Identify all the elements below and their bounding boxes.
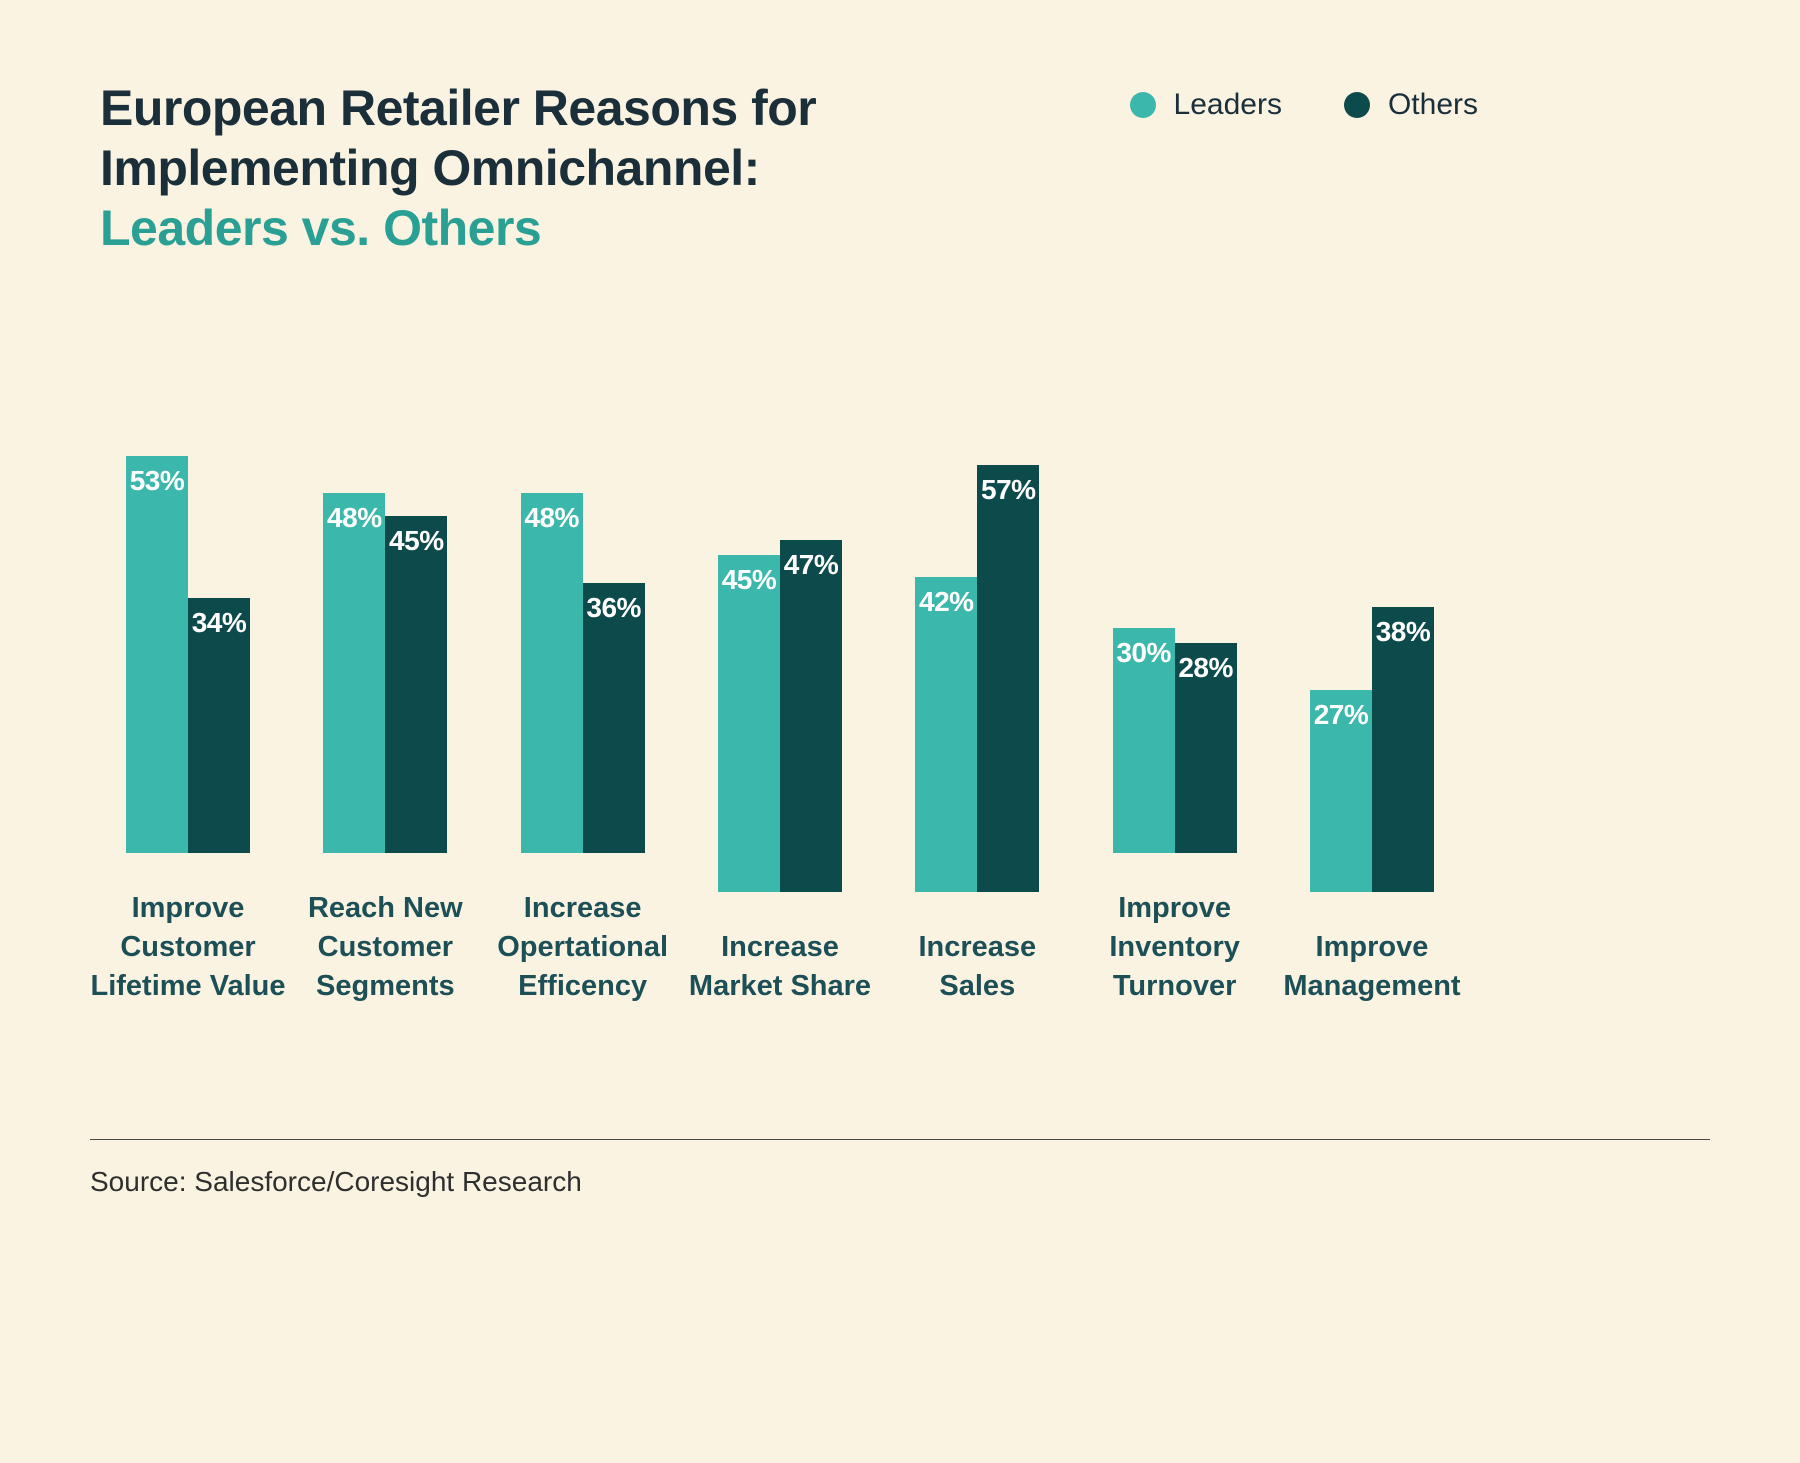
bar-group: 45% 47% Increase Market Share [682,462,878,1006]
bar-value-label: 36% [586,592,641,623]
category-label: Improve Customer Lifetime Value [90,892,286,1003]
bar-value-label: 34% [191,607,247,638]
bar-pair: 27% 38% [1309,462,1434,893]
bar-leaders: 48% [520,493,583,853]
bar-group: 27% 38% Improve Management [1274,462,1470,1006]
bar-leaders: 45% [717,554,780,893]
category-label: Improve Inventory Turnover [1109,892,1240,1003]
bar-value-label: 42% [919,586,974,618]
bar-leaders: 48% [323,493,386,853]
bar-others: 57% [977,464,1040,893]
title-line-1: European Retailer Reasons for [100,80,817,136]
chart-groups: 53% 34% Improve Customer Lifetime Value 48%… [90,423,1470,1006]
bar-pair: 42% 57% [915,462,1040,893]
bar-value-label: 53% [129,464,185,496]
bar-group: 53% 34% Improve Customer Lifetime Value [90,423,286,1006]
bar-others: 34% [188,598,250,853]
bar-pair: 53% 34% [126,423,250,853]
bar-value-label: 47% [783,548,839,580]
title-accent: Leaders vs. Others [100,200,542,256]
bar-pair: 45% 47% [717,462,842,893]
category-label: Improve Management [1283,931,1461,1003]
bar-leaders: 53% [126,455,188,853]
category-label: Increase Opertational Efficency [497,892,669,1003]
bar-pair: 30% 28% [1112,423,1237,853]
bar-value-label: 38% [1375,616,1431,648]
footer-divider: Source: Salesforce/Coresight Research [90,1139,1710,1198]
chart-legend: Leaders Others [1129,88,1478,122]
title-line-2: Implementing Omnichannel: [100,140,760,196]
bar-group: 30% 28% Improve Inventory Turnover [1077,423,1273,1006]
bar-others: 36% [582,583,645,853]
leaders-dot-icon [1129,92,1156,118]
category-label: Increase Market Share [688,931,872,1003]
category-label: Reach New Customer Segments [307,892,463,1003]
bar-leaders: 27% [1309,689,1372,893]
others-dot-icon [1343,92,1370,118]
page-title: European Retailer Reasons for Implementi… [100,78,817,258]
bar-value-label: 57% [981,473,1036,505]
bar-pair: 48% 45% [323,423,448,853]
category-label: Increase Sales [918,931,1037,1003]
legend-label-others: Others [1387,88,1478,121]
bar-value-label: 45% [721,563,777,595]
legend-item-leaders: Leaders [1129,88,1282,122]
bar-value-label: 30% [1116,637,1171,668]
bar-others: 28% [1174,643,1237,853]
bar-group: 48% 45% Reach New Customer Segments [287,423,483,1006]
bar-pair: 48% 36% [520,423,645,853]
bar-group: 48% 36% Increase Opertational Efficency [485,423,681,1006]
bar-chart: 53% 34% Improve Customer Lifetime Value 48%… [90,423,1470,1006]
bar-leaders: 30% [1112,628,1175,853]
bar-leaders: 42% [915,577,978,893]
bar-value-label: 45% [389,524,444,556]
legend-item-others: Others [1343,88,1478,122]
bar-value-label: 28% [1178,652,1233,683]
bar-value-label: 48% [524,502,579,533]
legend-label-leaders: Leaders [1173,88,1282,121]
bar-value-label: 27% [1313,698,1369,730]
bar-others: 38% [1371,607,1434,893]
bar-group: 42% 57% Increase Sales [879,462,1075,1006]
bar-others: 47% [779,539,842,893]
bar-value-label: 48% [327,502,382,533]
source-text: Source: Salesforce/Coresight Research [90,1166,582,1197]
bar-others: 45% [385,515,448,853]
